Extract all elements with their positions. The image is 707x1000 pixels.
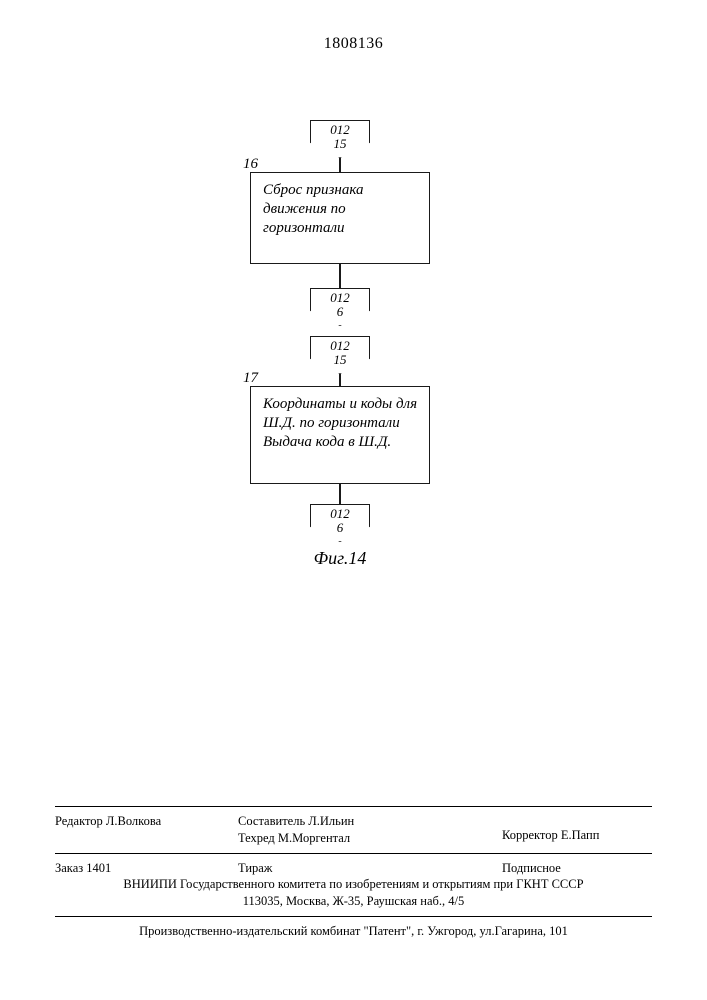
divider bbox=[55, 916, 652, 917]
editor-credit: Редактор Л.Волкова bbox=[55, 813, 210, 847]
connector-label: 15 bbox=[311, 353, 369, 367]
box-text: Координаты и коды для Ш.Д. по горизонтал… bbox=[263, 396, 417, 450]
footer-colophon: Редактор Л.Волкова Составитель Л.Ильин Т… bbox=[55, 800, 652, 940]
flow-line bbox=[339, 374, 341, 386]
process-box-17: 17 Координаты и коды для Ш.Д. по горизон… bbox=[250, 386, 430, 484]
figure-label: Фиг.14 bbox=[210, 548, 470, 569]
print-run: Тираж bbox=[238, 860, 474, 877]
order-number: Заказ 1401 bbox=[55, 860, 210, 877]
box-number: 16 bbox=[243, 155, 258, 174]
org-line: ВНИИПИ Государственного комитета по изоб… bbox=[55, 876, 652, 893]
connector-label: 012 bbox=[311, 339, 369, 353]
box-number: 17 bbox=[243, 369, 258, 388]
connector-out-mid: 012 6 bbox=[310, 288, 370, 326]
compiler-credit: Составитель Л.Ильин bbox=[238, 813, 474, 830]
techred-credit: Техред М.Моргентал bbox=[238, 830, 474, 847]
connector-in-top: 012 15 bbox=[310, 120, 370, 158]
box-text: Сброс признака движения по горизонтали bbox=[263, 182, 364, 236]
flow-line bbox=[339, 158, 341, 172]
divider bbox=[55, 806, 652, 807]
process-box-16: 16 Сброс признака движения по горизонтал… bbox=[250, 172, 430, 264]
flow-line bbox=[339, 264, 341, 288]
connector-label: 012 bbox=[311, 507, 369, 521]
connector-label: 6 bbox=[311, 521, 369, 535]
connector-label: 6 bbox=[311, 305, 369, 319]
connector-label: 012 bbox=[311, 123, 369, 137]
corrector-credit: Корректор Е.Папп bbox=[502, 813, 652, 847]
connector-label: 012 bbox=[311, 291, 369, 305]
subscription: Подписное bbox=[502, 860, 652, 877]
connector-in-mid: 012 15 bbox=[310, 336, 370, 374]
org-address: 113035, Москва, Ж-35, Раушская наб., 4/5 bbox=[55, 893, 652, 910]
connector-label: 15 bbox=[311, 137, 369, 151]
connector-out-bot: 012 6 bbox=[310, 504, 370, 542]
flow-line bbox=[339, 484, 341, 504]
printer-line: Производственно-издательский комбинат "П… bbox=[55, 923, 652, 940]
divider bbox=[55, 853, 652, 854]
flowchart-fig14: 012 15 16 Сброс признака движения по гор… bbox=[210, 120, 470, 569]
page-number: 1808136 bbox=[324, 35, 384, 53]
